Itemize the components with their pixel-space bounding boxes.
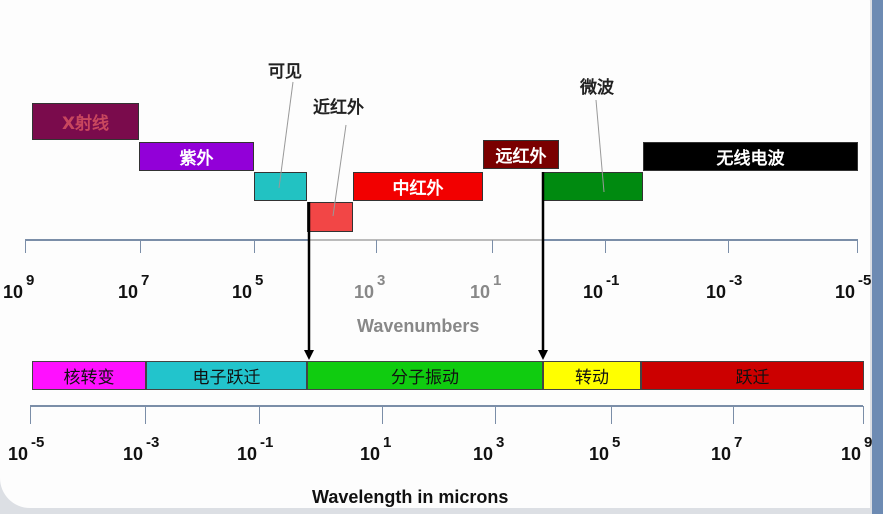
wavelength-tick-label: 103	[473, 434, 504, 465]
wavelength-tick	[382, 406, 383, 424]
tick-base: 10	[835, 282, 856, 302]
band-far-ir: 远红外	[483, 140, 559, 169]
wavenumber-tick-label: 109	[3, 272, 34, 303]
wavelength-tick-label: 107	[711, 434, 742, 465]
wavelength-tick-label: 101	[360, 434, 391, 465]
tick-exponent: -3	[729, 272, 743, 289]
leader-visible	[278, 81, 294, 189]
tick-exponent: 5	[255, 272, 264, 289]
tick-exponent: 3	[377, 272, 386, 289]
tick-exponent: -3	[146, 434, 160, 451]
callout-visible: 可见	[268, 62, 302, 82]
arrowhead-microwave	[538, 350, 548, 360]
tick-exponent: 7	[734, 434, 743, 451]
tick-base: 10	[470, 282, 491, 302]
wavenumber-tick-label: 10-3	[706, 272, 742, 303]
tick-base: 10	[711, 444, 732, 464]
wavelength-tick	[733, 406, 734, 424]
wavelength-tick	[495, 406, 496, 424]
wavelength-tick	[863, 406, 864, 424]
wavenumber-tick-label: 10-5	[835, 272, 871, 303]
band-electronic-transition: 电子跃迁	[146, 361, 307, 390]
wavenumber-tick	[140, 240, 141, 253]
tick-base: 10	[118, 282, 139, 302]
wavenumber-tick-label: 105	[232, 272, 263, 303]
wavelength-tick-label: 10-5	[8, 434, 44, 465]
band-microwave	[543, 172, 643, 201]
band-near-ir	[307, 202, 353, 232]
wavenumbers-title: Wavenumbers	[357, 316, 480, 336]
tick-exponent: 3	[496, 434, 505, 451]
wavelength-title: Wavelength in microns	[312, 487, 509, 507]
wavelength-tick	[611, 406, 612, 424]
tick-base: 10	[3, 282, 24, 302]
tick-exponent: 5	[612, 434, 621, 451]
wavenumber-tick	[492, 240, 493, 253]
tick-exponent: -5	[858, 272, 872, 289]
tick-exponent: 9	[864, 434, 873, 451]
arrowhead-near-ir	[304, 350, 314, 360]
tick-exponent: 9	[26, 272, 35, 289]
wavelength-tick-label: 10-3	[123, 434, 159, 465]
band-radio: 无线电波	[643, 142, 858, 171]
tick-base: 10	[354, 282, 375, 302]
callout-near-ir: 近红外	[313, 98, 364, 118]
wavenumber-tick	[728, 240, 729, 253]
tick-exponent: -1	[606, 272, 620, 289]
tick-base: 10	[473, 444, 494, 464]
band-nuclear-transition: 核转变	[32, 361, 146, 390]
wavenumber-tick	[25, 240, 26, 253]
wavenumber-tick-label: 103	[354, 272, 385, 303]
wavelength-tick-label: 109	[841, 434, 872, 465]
wavenumber-tick	[254, 240, 255, 253]
tick-exponent: 1	[383, 434, 392, 451]
wavelength-tick	[145, 406, 146, 424]
tick-base: 10	[237, 444, 258, 464]
wavenumber-tick	[857, 240, 858, 253]
leader-microwave	[595, 99, 605, 193]
tick-exponent: -1	[260, 434, 274, 451]
band-uv: 紫外	[139, 142, 254, 171]
tick-base: 10	[841, 444, 862, 464]
tick-base: 10	[232, 282, 253, 302]
wavelength-tick	[30, 406, 31, 424]
wavenumber-tick	[605, 240, 606, 253]
band-transition: 跃迁	[641, 361, 864, 390]
tick-base: 10	[360, 444, 381, 464]
wavelength-tick-label: 10-1	[237, 434, 273, 465]
tick-base: 10	[589, 444, 610, 464]
tick-exponent: -5	[31, 434, 45, 451]
band-molecular-vibration: 分子振动	[307, 361, 543, 390]
leader-near-ir	[332, 124, 347, 217]
band-xray: X射线	[32, 103, 139, 140]
wavelength-tick	[259, 406, 260, 424]
callout-microwave: 微波	[580, 78, 614, 98]
wavelength-tick-label: 105	[589, 434, 620, 465]
slide-border	[872, 0, 883, 514]
wavenumber-tick-label: 101	[470, 272, 501, 303]
wavenumber-tick-label: 107	[118, 272, 149, 303]
tick-base: 10	[123, 444, 144, 464]
tick-exponent: 1	[493, 272, 502, 289]
tick-base: 10	[583, 282, 604, 302]
band-mid-ir: 中红外	[353, 172, 483, 201]
tick-base: 10	[706, 282, 727, 302]
wavenumber-tick	[376, 240, 377, 253]
wavenumber-tick-label: 10-1	[583, 272, 619, 303]
tick-exponent: 7	[141, 272, 150, 289]
tick-base: 10	[8, 444, 29, 464]
band-rotation: 转动	[543, 361, 641, 390]
